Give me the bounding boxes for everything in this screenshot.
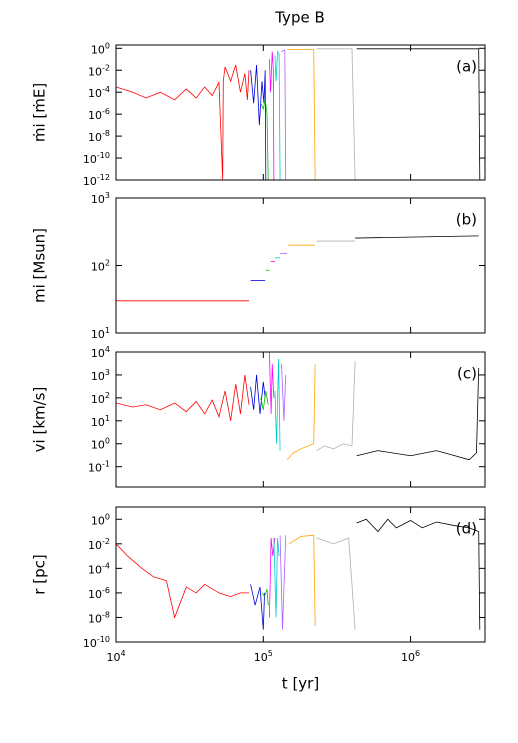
data-line bbox=[260, 390, 269, 410]
y-axis-label: ṁi [ṁE] bbox=[31, 83, 49, 142]
data-line bbox=[355, 235, 479, 239]
plot-area bbox=[116, 48, 481, 180]
y-tick-label: 10-10 bbox=[83, 151, 110, 167]
y-axis-label: vi [km/s] bbox=[31, 387, 49, 453]
data-line bbox=[250, 64, 267, 180]
data-line bbox=[281, 363, 287, 421]
y-tick-label: 10-4 bbox=[88, 561, 110, 577]
data-line bbox=[356, 368, 480, 461]
data-line bbox=[273, 537, 280, 618]
y-tick-label: 102 bbox=[91, 390, 110, 406]
panel-label: (b) bbox=[456, 211, 477, 229]
data-line bbox=[268, 352, 275, 414]
plot-area bbox=[116, 518, 481, 630]
chart-title: Type B bbox=[274, 9, 325, 27]
y-tick-label: 104 bbox=[91, 345, 110, 361]
data-line bbox=[260, 99, 269, 180]
data-line bbox=[316, 537, 356, 630]
data-line bbox=[279, 535, 287, 630]
data-line bbox=[356, 518, 481, 630]
panel-label: (d) bbox=[456, 520, 477, 538]
x-axis-label: t [yr] bbox=[282, 675, 319, 693]
y-tick-label: 103 bbox=[91, 367, 110, 383]
data-line bbox=[116, 374, 250, 421]
x-tick-label: 106 bbox=[401, 649, 420, 665]
plot-area bbox=[116, 352, 480, 461]
data-line bbox=[274, 358, 281, 451]
plot-area bbox=[116, 235, 479, 302]
plot-frame bbox=[115, 506, 486, 643]
y-axis-label: mi [Msun] bbox=[31, 228, 49, 303]
y-tick-label: 100 bbox=[91, 512, 110, 528]
data-line bbox=[286, 363, 316, 461]
y-tick-label: 10-2 bbox=[88, 536, 110, 552]
y-tick-label: 10-1 bbox=[88, 459, 110, 475]
y-tick-label: 101 bbox=[91, 413, 110, 429]
y-tick-label: 103 bbox=[91, 191, 110, 207]
y-axis-label: r [pc] bbox=[31, 554, 49, 594]
y-tick-label: 10-12 bbox=[83, 173, 110, 189]
panel-label: (a) bbox=[456, 58, 477, 76]
x-tick-label: 104 bbox=[106, 649, 125, 665]
y-tick-label: 101 bbox=[91, 326, 110, 342]
data-line bbox=[287, 48, 316, 180]
data-line bbox=[316, 361, 356, 451]
x-tick-label: 105 bbox=[254, 649, 273, 665]
y-tick-label: 10-4 bbox=[88, 85, 110, 101]
data-line bbox=[250, 374, 266, 414]
data-line bbox=[289, 534, 316, 627]
plot-frame bbox=[115, 197, 486, 334]
y-tick-label: 10-8 bbox=[88, 610, 110, 626]
panel-label: (c) bbox=[457, 365, 477, 383]
data-line bbox=[261, 589, 269, 606]
y-tick-label: 102 bbox=[91, 258, 110, 274]
plot-frame bbox=[115, 351, 486, 488]
y-tick-label: 10-6 bbox=[88, 107, 110, 123]
y-tick-label: 10-10 bbox=[83, 635, 110, 651]
data-line bbox=[274, 50, 281, 180]
y-tick-label: 100 bbox=[91, 41, 110, 57]
data-line bbox=[268, 51, 275, 180]
data-line bbox=[316, 48, 356, 180]
data-line bbox=[281, 49, 287, 180]
y-tick-label: 10-6 bbox=[88, 585, 110, 601]
data-line bbox=[116, 64, 250, 180]
data-line bbox=[116, 543, 250, 619]
y-tick-label: 10-8 bbox=[88, 129, 110, 145]
y-tick-label: 100 bbox=[91, 436, 110, 452]
data-line bbox=[250, 584, 265, 630]
plot-frame bbox=[115, 44, 486, 181]
y-tick-label: 10-2 bbox=[88, 63, 110, 79]
